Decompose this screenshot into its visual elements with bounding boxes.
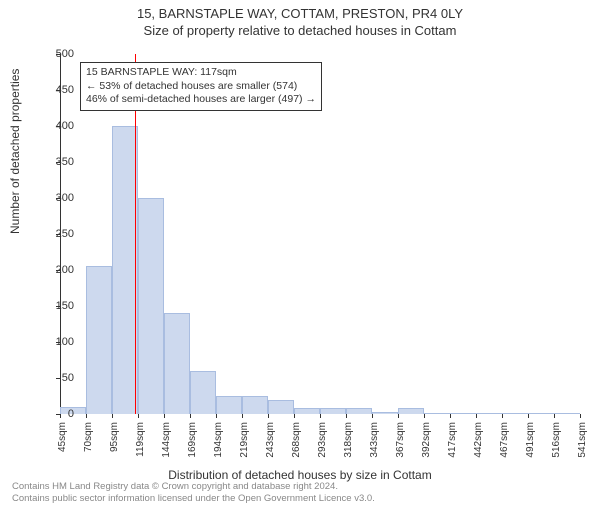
- y-tick-mark: [56, 342, 60, 343]
- y-tick-label: 100: [46, 336, 74, 348]
- histogram-bar: [242, 396, 268, 414]
- y-tick-label: 200: [46, 264, 74, 276]
- y-tick-mark: [56, 126, 60, 127]
- y-tick-mark: [56, 378, 60, 379]
- x-tick-mark: [320, 414, 321, 418]
- x-tick-mark: [294, 414, 295, 418]
- x-tick-label: 243sqm: [265, 422, 276, 458]
- x-tick-label: 293sqm: [317, 422, 328, 458]
- x-tick-mark: [580, 414, 581, 418]
- histogram-bar: [190, 371, 216, 414]
- chart-title-sub: Size of property relative to detached ho…: [0, 23, 600, 38]
- histogram-bar: [138, 198, 164, 414]
- x-tick-label: 516sqm: [551, 422, 562, 458]
- histogram-bar: [294, 408, 320, 414]
- y-tick-label: 50: [46, 372, 74, 384]
- x-tick-mark: [502, 414, 503, 418]
- x-tick-label: 268sqm: [291, 422, 302, 458]
- histogram-bar: [398, 408, 424, 414]
- x-tick-mark: [138, 414, 139, 418]
- histogram-bar: [424, 413, 450, 414]
- x-tick-mark: [372, 414, 373, 418]
- x-tick-mark: [554, 414, 555, 418]
- x-tick-mark: [242, 414, 243, 418]
- histogram-bar: [528, 413, 554, 414]
- x-tick-label: 392sqm: [421, 422, 432, 458]
- y-tick-label: 500: [46, 48, 74, 60]
- x-tick-label: 119sqm: [135, 422, 146, 457]
- x-tick-mark: [268, 414, 269, 418]
- annotation-line-1: 15 BARNSTAPLE WAY: 117sqm: [86, 66, 316, 80]
- y-tick-mark: [56, 198, 60, 199]
- y-tick-mark: [56, 162, 60, 163]
- annotation-line-2: ← 53% of detached houses are smaller (57…: [86, 80, 316, 94]
- histogram-bar: [476, 413, 502, 414]
- y-tick-mark: [56, 90, 60, 91]
- histogram-bar: [320, 408, 346, 414]
- histogram-bar: [450, 413, 476, 414]
- annotation-box: 15 BARNSTAPLE WAY: 117sqm← 53% of detach…: [80, 62, 322, 111]
- histogram-bar: [554, 413, 580, 414]
- x-tick-label: 367sqm: [395, 422, 406, 458]
- histogram-bar: [372, 412, 398, 414]
- x-axis-label: Distribution of detached houses by size …: [0, 468, 600, 482]
- x-tick-label: 219sqm: [239, 422, 250, 458]
- x-tick-label: 417sqm: [447, 422, 458, 458]
- x-tick-label: 194sqm: [213, 422, 224, 458]
- histogram-bar: [86, 266, 112, 414]
- histogram-bar: [164, 313, 190, 414]
- histogram-bar: [216, 396, 242, 414]
- footer-line-1: Contains HM Land Registry data © Crown c…: [12, 481, 375, 492]
- y-tick-label: 400: [46, 120, 74, 132]
- x-tick-mark: [164, 414, 165, 418]
- x-tick-mark: [216, 414, 217, 418]
- x-tick-label: 442sqm: [473, 422, 484, 458]
- x-tick-mark: [190, 414, 191, 418]
- x-tick-label: 467sqm: [499, 422, 510, 458]
- x-tick-label: 45sqm: [57, 422, 68, 452]
- x-tick-label: 169sqm: [187, 422, 198, 458]
- x-tick-mark: [112, 414, 113, 418]
- x-tick-mark: [476, 414, 477, 418]
- x-tick-mark: [398, 414, 399, 418]
- y-tick-label: 150: [46, 300, 74, 312]
- x-tick-mark: [424, 414, 425, 418]
- y-tick-mark: [56, 234, 60, 235]
- y-tick-label: 300: [46, 192, 74, 204]
- footer-line-2: Contains public sector information licen…: [12, 493, 375, 504]
- y-tick-mark: [56, 270, 60, 271]
- x-tick-label: 318sqm: [343, 422, 354, 458]
- annotation-line-3: 46% of semi-detached houses are larger (…: [86, 93, 316, 107]
- x-tick-mark: [346, 414, 347, 418]
- x-tick-label: 541sqm: [577, 422, 588, 458]
- plot-area: 15 BARNSTAPLE WAY: 117sqm← 53% of detach…: [60, 54, 580, 414]
- histogram-bar: [346, 408, 372, 414]
- x-tick-label: 70sqm: [83, 422, 94, 452]
- x-tick-mark: [528, 414, 529, 418]
- histogram-bar: [268, 400, 294, 414]
- y-tick-label: 350: [46, 156, 74, 168]
- footer-attribution: Contains HM Land Registry data © Crown c…: [12, 481, 375, 504]
- y-tick-mark: [56, 54, 60, 55]
- histogram-bar: [502, 413, 528, 414]
- chart-title-main: 15, BARNSTAPLE WAY, COTTAM, PRESTON, PR4…: [0, 6, 600, 21]
- x-tick-label: 144sqm: [161, 422, 172, 458]
- y-tick-label: 450: [46, 84, 74, 96]
- x-tick-label: 95sqm: [109, 422, 120, 452]
- x-tick-label: 343sqm: [369, 422, 380, 458]
- x-tick-label: 491sqm: [525, 422, 536, 458]
- x-tick-mark: [60, 414, 61, 418]
- y-axis-label: Number of detached properties: [8, 69, 22, 234]
- y-tick-label: 250: [46, 228, 74, 240]
- y-tick-mark: [56, 306, 60, 307]
- x-tick-mark: [86, 414, 87, 418]
- x-tick-mark: [450, 414, 451, 418]
